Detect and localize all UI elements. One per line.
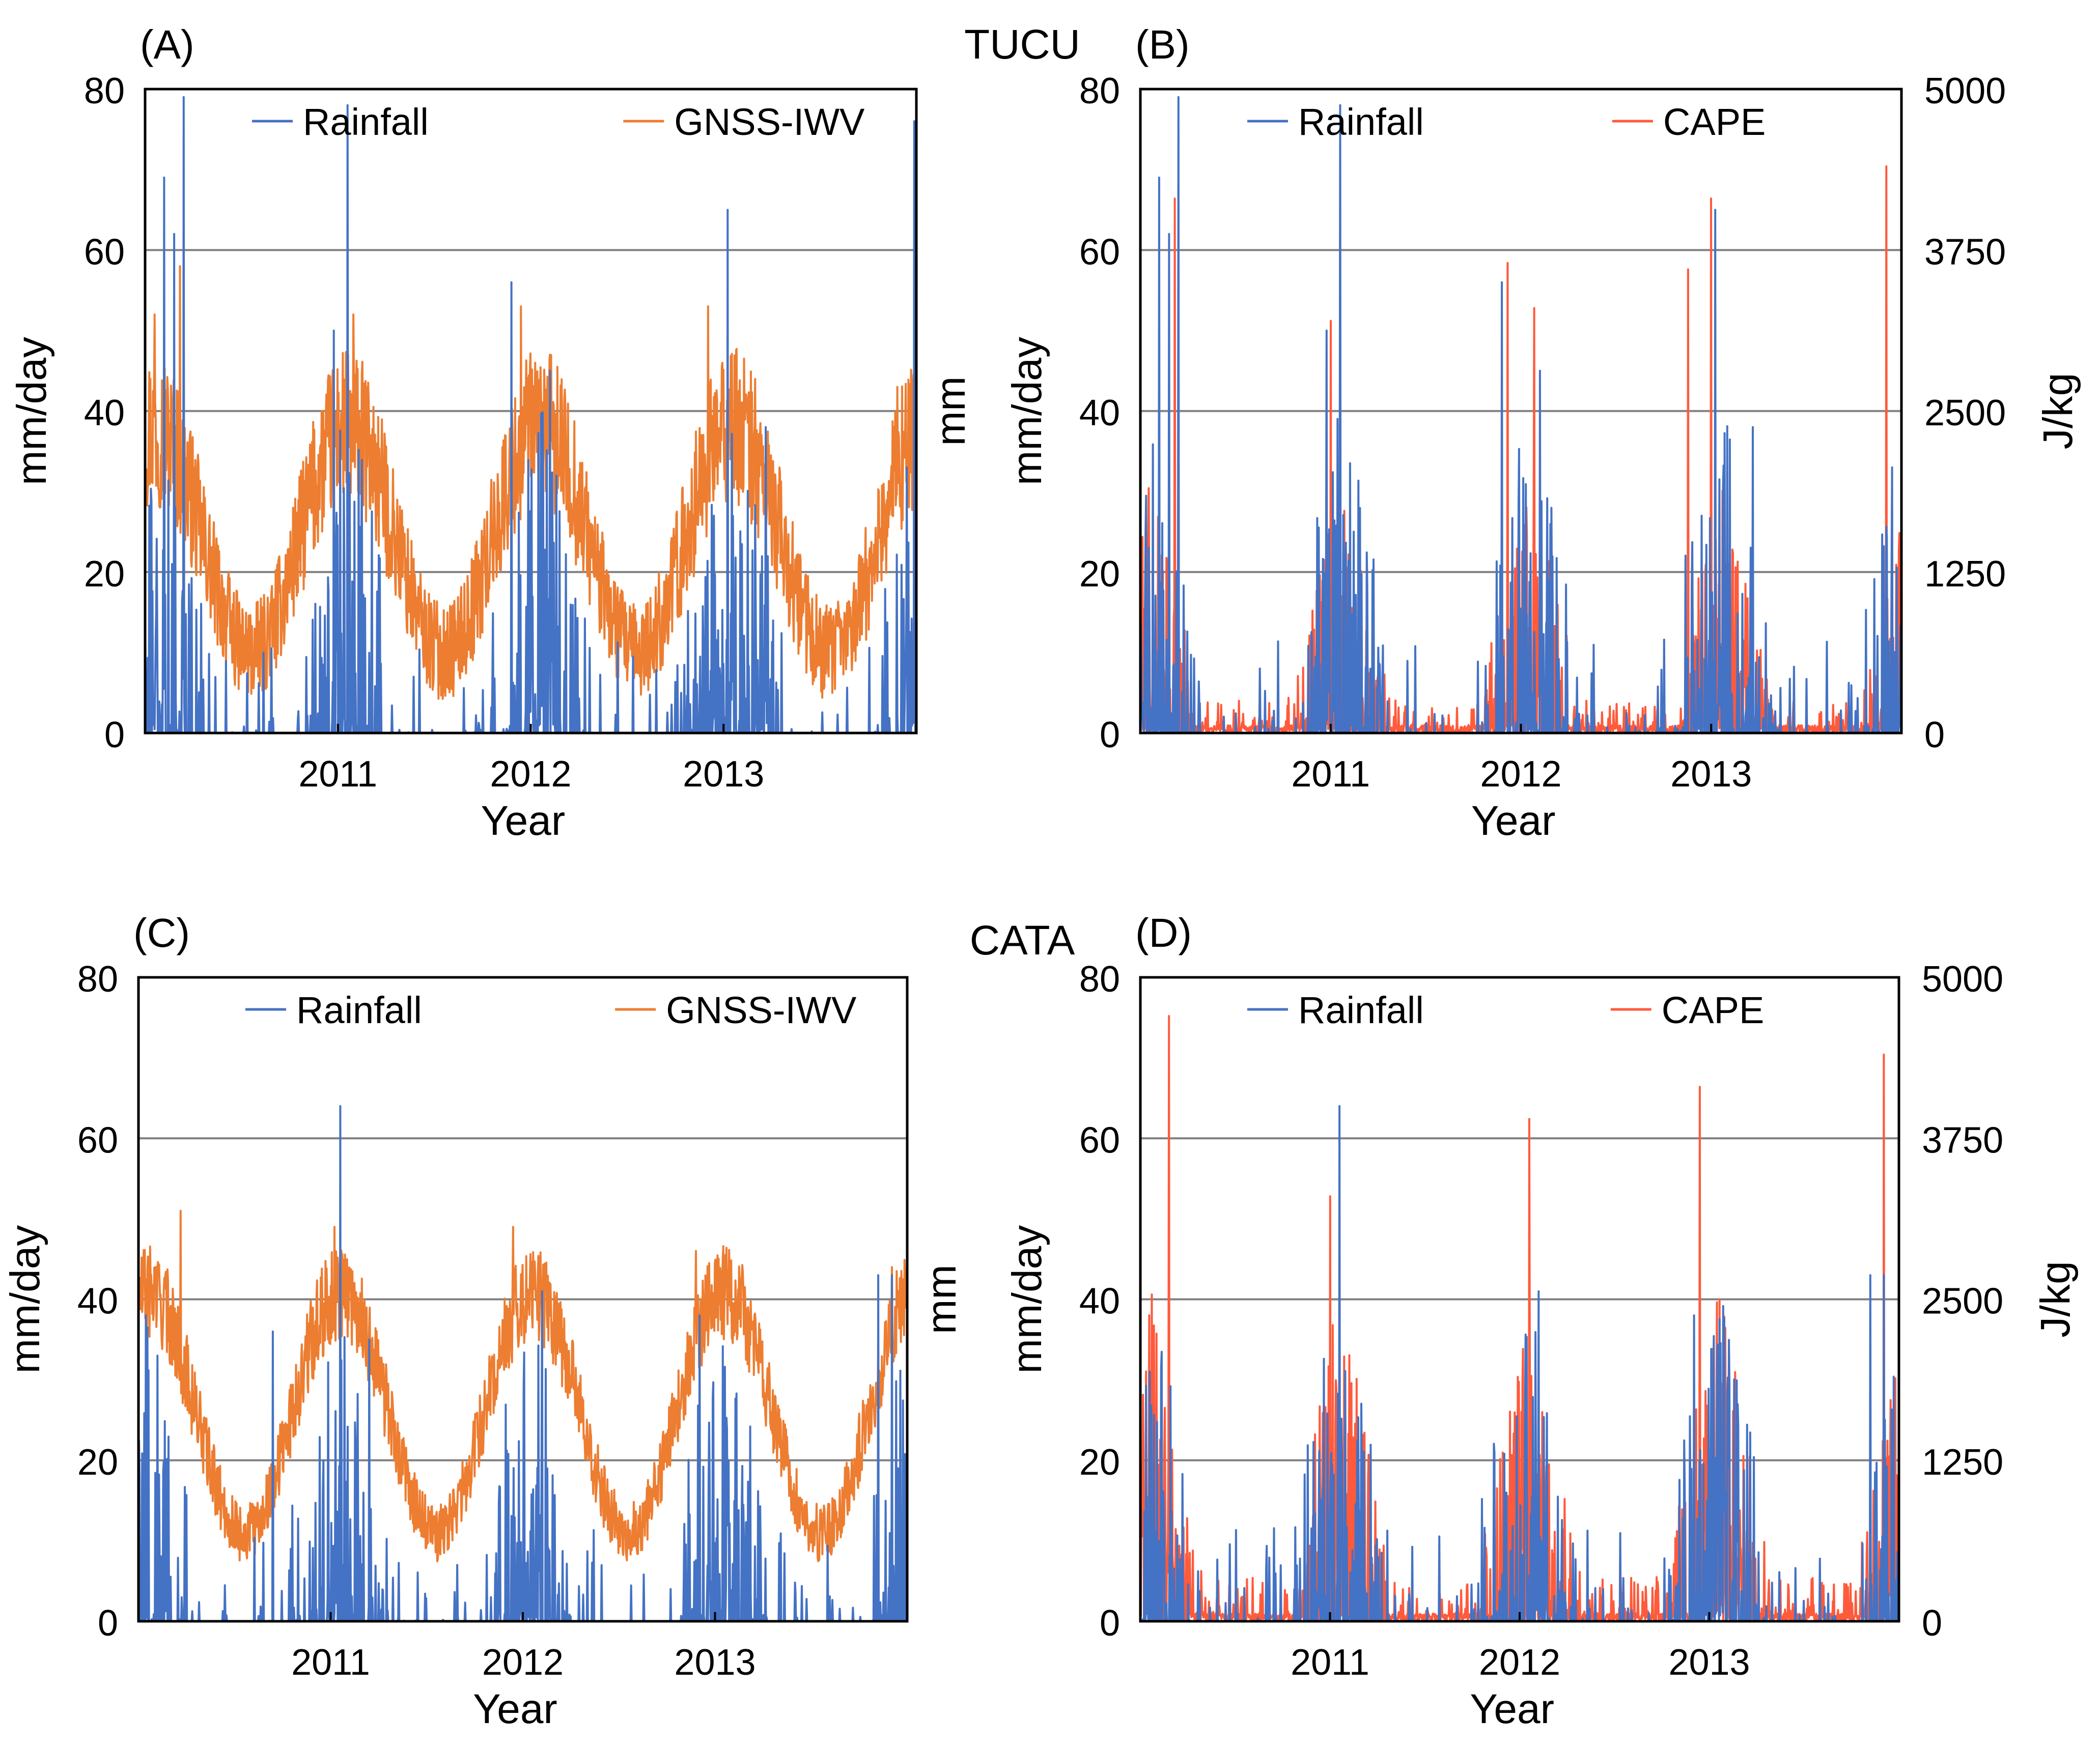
plot-area bbox=[1140, 96, 1901, 733]
legend: Rainfall CAPE bbox=[1247, 989, 1764, 1031]
x-tick-label: 2011 bbox=[298, 754, 377, 795]
plot-area bbox=[138, 1105, 907, 1621]
legend-label: Rainfall bbox=[1298, 989, 1424, 1031]
panel-label: (B) bbox=[1135, 22, 1190, 67]
chart-panels: (A) 0 20 40 60 80 2011 2012 2013 Year mm/day mm Rain… bbox=[2, 22, 2081, 1732]
y2-tick-label: 0 bbox=[1924, 715, 1945, 755]
legend-label: GNSS-IWV bbox=[674, 101, 865, 143]
series-line-rainfall bbox=[145, 96, 916, 733]
x-tick-label: 2011 bbox=[1291, 754, 1370, 795]
y2-axis-label: mm bbox=[928, 376, 974, 446]
plot-area bbox=[1140, 1015, 1899, 1621]
y-axis-label: mm/day bbox=[9, 337, 55, 486]
y-tick-label: 40 bbox=[77, 1281, 118, 1322]
y-axis-label: mm/day bbox=[1004, 337, 1050, 486]
y-tick-label: 40 bbox=[1079, 393, 1120, 434]
station-label-top: TUCU bbox=[964, 21, 1080, 68]
legend-label: Rainfall bbox=[1298, 101, 1424, 143]
y2-tick-label: 1250 bbox=[1922, 1442, 2003, 1483]
x-axis-label: Year bbox=[481, 798, 566, 844]
legend-label: CAPE bbox=[1663, 101, 1766, 143]
x-tick-label: 2012 bbox=[490, 754, 571, 795]
chart-panel-c: (C) 0 20 40 60 80 2011 2012 2013 Year mm/day mm Rain… bbox=[2, 910, 965, 1732]
y2-axis-label: mm bbox=[918, 1264, 965, 1334]
y-tick-label: 20 bbox=[1079, 554, 1120, 595]
y-tick-label: 60 bbox=[77, 1120, 118, 1161]
panel-label: (D) bbox=[1135, 910, 1192, 955]
legend-label: Rainfall bbox=[303, 101, 429, 143]
legend: Rainfall CAPE bbox=[1247, 101, 1766, 143]
x-tick-label: 2013 bbox=[1668, 1642, 1750, 1683]
y-tick-label: 60 bbox=[1079, 232, 1120, 272]
y-tick-label: 20 bbox=[1079, 1442, 1120, 1483]
y-tick-label: 0 bbox=[1100, 715, 1120, 755]
x-tick-label: 2013 bbox=[674, 1642, 755, 1683]
y2-axis-label: J/kg bbox=[2032, 1261, 2079, 1337]
series-line-rainfall bbox=[138, 1105, 907, 1621]
x-axis-label: Year bbox=[1470, 1686, 1554, 1732]
y2-tick-label: 1250 bbox=[1924, 554, 2006, 595]
y2-tick-label: 5000 bbox=[1924, 71, 2006, 111]
x-axis-label: Year bbox=[1471, 798, 1556, 844]
y2-tick-label: 5000 bbox=[1922, 959, 2003, 1000]
x-tick-label: 2012 bbox=[482, 1642, 564, 1683]
y-tick-label: 80 bbox=[1079, 71, 1120, 111]
x-tick-label: 2013 bbox=[683, 754, 764, 795]
legend: Rainfall GNSS-IWV bbox=[252, 101, 865, 143]
x-tick-label: 2011 bbox=[291, 1642, 370, 1683]
y2-tick-label: 0 bbox=[1922, 1603, 1942, 1644]
x-tick-label: 2011 bbox=[1291, 1642, 1369, 1683]
y-tick-label: 40 bbox=[1079, 1281, 1120, 1322]
chart-panel-a: (A) 0 20 40 60 80 2011 2012 2013 Year mm/day mm Rain… bbox=[9, 22, 974, 844]
legend: Rainfall GNSS-IWV bbox=[245, 989, 857, 1031]
series-line-gnss-iwv bbox=[145, 265, 916, 700]
series-line-gnss-iwv bbox=[138, 1209, 907, 1563]
legend-label: CAPE bbox=[1662, 989, 1765, 1031]
plot-area bbox=[145, 96, 916, 733]
y2-axis-label: J/kg bbox=[2035, 373, 2081, 449]
series-line-rainfall bbox=[1140, 1105, 1899, 1621]
y-tick-label: 20 bbox=[84, 554, 125, 595]
chart-panel-d: (D) 0 20 40 60 80 2011 2012 2013 Year mm/day 0 1250 2… bbox=[1004, 910, 2079, 1732]
chart-panel-b: (B) 0 20 40 60 80 2011 2012 2013 Year mm/day 0 1250 2… bbox=[1004, 22, 2081, 844]
y-tick-label: 0 bbox=[104, 715, 125, 755]
y-tick-label: 40 bbox=[84, 393, 125, 434]
x-tick-label: 2013 bbox=[1670, 754, 1752, 795]
y-tick-label: 80 bbox=[1079, 959, 1120, 1000]
y-axis-label: mm/day bbox=[1004, 1225, 1050, 1374]
y-tick-label: 20 bbox=[77, 1442, 118, 1483]
y-tick-label: 60 bbox=[84, 232, 125, 272]
panel-label: (A) bbox=[140, 22, 194, 67]
y2-tick-label: 3750 bbox=[1924, 232, 2006, 272]
y2-tick-label: 2500 bbox=[1922, 1281, 2003, 1322]
station-label-bottom: CATA bbox=[970, 917, 1075, 964]
legend-label: Rainfall bbox=[296, 989, 422, 1031]
x-tick-label: 2012 bbox=[1480, 754, 1561, 795]
series-line-rainfall bbox=[1140, 96, 1901, 733]
legend-label: GNSS-IWV bbox=[666, 989, 857, 1031]
y-tick-label: 60 bbox=[1079, 1120, 1120, 1161]
y-axis-label: mm/day bbox=[2, 1225, 48, 1374]
y2-tick-label: 2500 bbox=[1924, 393, 2006, 434]
x-axis-label: Year bbox=[473, 1686, 557, 1732]
panel-label: (C) bbox=[133, 910, 190, 955]
x-tick-label: 2012 bbox=[1479, 1642, 1560, 1683]
y2-tick-label: 3750 bbox=[1922, 1120, 2003, 1161]
y-tick-label: 0 bbox=[1100, 1603, 1120, 1644]
y-tick-label: 80 bbox=[77, 959, 118, 1000]
y-tick-label: 80 bbox=[84, 71, 125, 111]
y-tick-label: 0 bbox=[98, 1603, 118, 1644]
